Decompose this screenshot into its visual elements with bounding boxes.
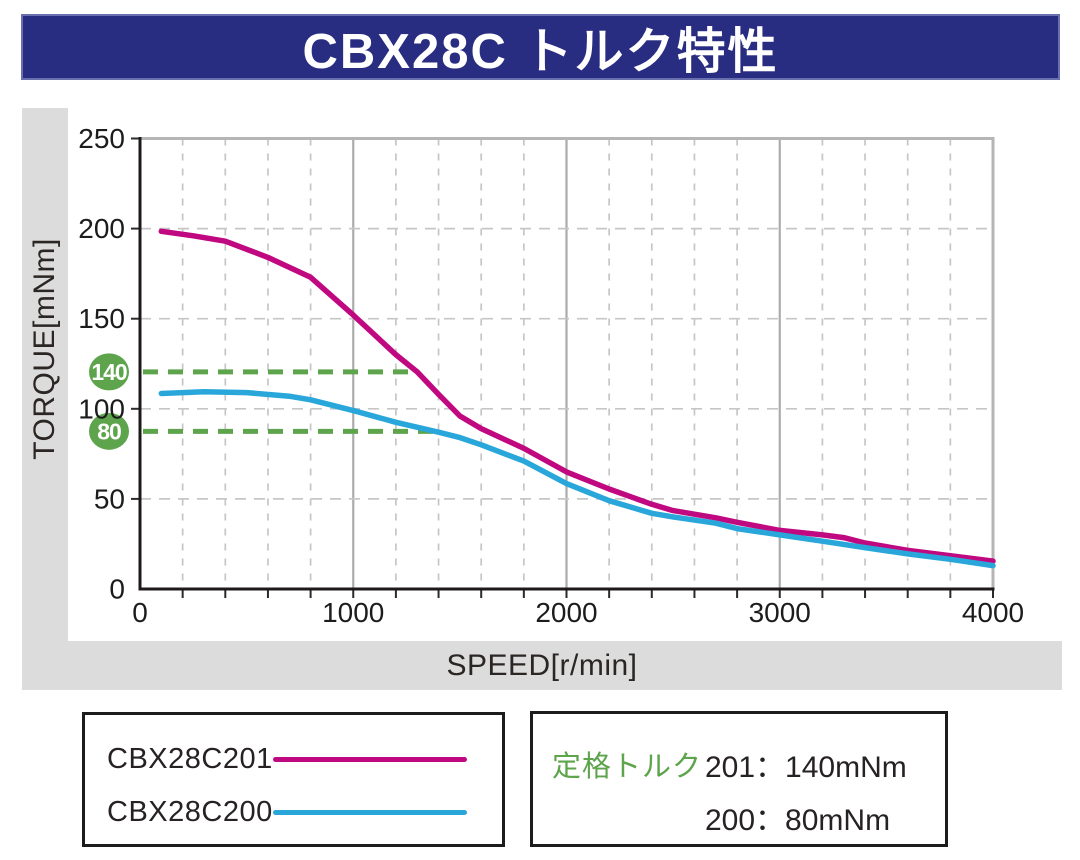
rated-torque-201: 201：140mNm [705, 751, 907, 784]
rated-torque-label: 定格トルク [552, 751, 703, 783]
rated-torque-200: 200：80mNm [705, 804, 891, 837]
x-tick-label: 1000 [322, 597, 384, 628]
legend-label-200: CBX28C200 [107, 795, 273, 828]
y-tick-label: 200 [78, 213, 125, 244]
y-tick-label: 100 [78, 393, 125, 424]
legend-label-201: CBX28C201 [107, 742, 273, 775]
header-bar: CBX28C トルク特性 [21, 14, 1060, 80]
y-tick-label: 50 [94, 483, 125, 514]
y-tick-label: 250 [78, 123, 125, 154]
legend-line-201 [273, 756, 467, 762]
rated-torque-box: 定格トルク 201：140mNm 200：80mNm [530, 711, 948, 847]
reference-bubble-value: 80 [97, 418, 121, 444]
page-title: CBX28C トルク特性 [302, 24, 779, 79]
x-tick-label: 3000 [749, 597, 811, 628]
legend-box: CBX28C201 CBX28C200 [82, 712, 505, 847]
legend-line-200 [273, 809, 467, 815]
x-tick-label: 4000 [962, 597, 1024, 628]
y-axis-band [22, 108, 68, 690]
x-tick-label: 0 [132, 597, 148, 628]
x-axis-title: SPEED[r/min] [446, 648, 638, 682]
x-tick-label: 2000 [535, 597, 597, 628]
series-CBX28C200 [158, 388, 996, 569]
y-tick-label: 150 [78, 303, 125, 334]
reference-bubble-140 [89, 353, 129, 391]
legend-item-cbx28c201: CBX28C201 [107, 742, 467, 776]
y-tick-label: 0 [109, 574, 125, 605]
y-axis-title: TORQUE[mNm] [28, 237, 62, 460]
legend-item-cbx28c200: CBX28C200 [107, 795, 467, 829]
reference-bubble-80 [89, 412, 129, 450]
reference-bubble-value: 140 [91, 359, 127, 385]
series-CBX28C201 [158, 228, 996, 564]
x-axis-band [22, 641, 1062, 690]
torque-chart: 140 80 0 50 100 150 200 250 0 1000 2000 3000 4000 [78, 123, 1024, 628]
